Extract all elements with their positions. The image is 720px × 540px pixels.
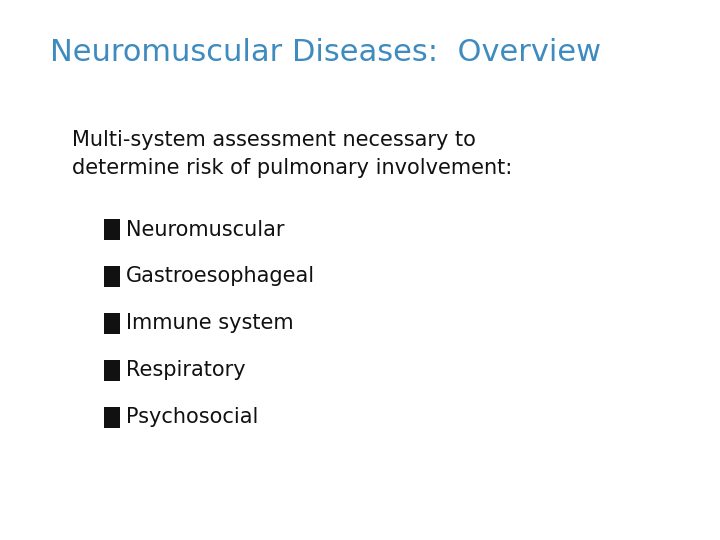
Text: Respiratory: Respiratory — [126, 360, 246, 381]
FancyBboxPatch shape — [104, 360, 120, 381]
FancyBboxPatch shape — [104, 407, 120, 428]
FancyBboxPatch shape — [104, 266, 120, 287]
Text: Immune system: Immune system — [126, 313, 294, 334]
FancyBboxPatch shape — [104, 219, 120, 240]
Text: Psychosocial: Psychosocial — [126, 407, 258, 428]
Text: Gastroesophageal: Gastroesophageal — [126, 266, 315, 287]
Text: Neuromuscular Diseases:  Overview: Neuromuscular Diseases: Overview — [50, 38, 601, 67]
Text: Neuromuscular: Neuromuscular — [126, 219, 284, 240]
Text: Multi-system assessment necessary to
determine risk of pulmonary involvement:: Multi-system assessment necessary to det… — [72, 130, 512, 178]
FancyBboxPatch shape — [104, 313, 120, 334]
